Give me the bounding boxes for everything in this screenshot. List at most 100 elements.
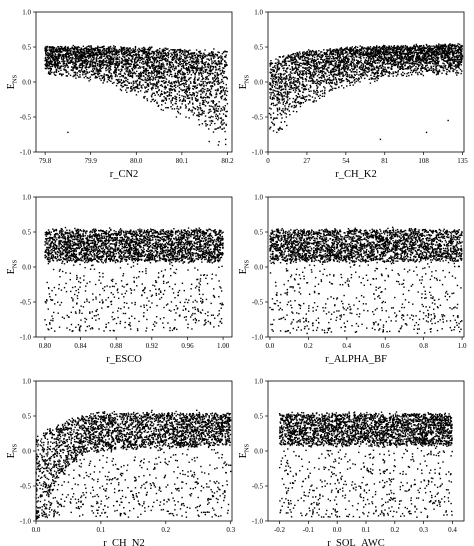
data-point	[125, 79, 127, 82]
data-point	[221, 119, 223, 121]
data-point	[276, 98, 278, 100]
data-point	[277, 59, 279, 61]
data-point	[65, 70, 67, 72]
data-point	[391, 68, 393, 70]
data-point	[85, 73, 87, 75]
data-point	[109, 46, 111, 48]
data-point	[47, 67, 50, 70]
data-point	[202, 88, 204, 90]
data-point	[307, 62, 310, 65]
data-point	[185, 88, 188, 90]
data-point	[281, 93, 283, 96]
data-point	[382, 50, 385, 52]
data-point	[136, 79, 139, 82]
data-point	[95, 53, 97, 56]
data-point	[334, 57, 337, 59]
data-point	[366, 63, 368, 65]
data-point	[182, 64, 184, 67]
data-point	[303, 62, 305, 64]
data-point	[190, 53, 193, 55]
data-point	[137, 75, 139, 77]
data-point	[313, 90, 315, 92]
data-point	[168, 62, 171, 64]
data-point	[175, 65, 177, 68]
data-point	[82, 74, 84, 76]
data-point	[188, 117, 190, 119]
data-point	[193, 67, 196, 69]
data-point	[93, 55, 95, 57]
data-point	[205, 68, 208, 71]
data-point	[145, 63, 147, 65]
data-point	[83, 76, 85, 79]
data-point	[207, 66, 210, 69]
data-point	[93, 72, 96, 74]
data-point	[55, 71, 58, 74]
data-point	[321, 71, 323, 73]
data-point	[192, 66, 195, 69]
data-point	[325, 68, 327, 70]
data-point	[213, 100, 215, 103]
data-point	[385, 56, 387, 59]
data-point	[224, 114, 227, 117]
data-point	[77, 46, 79, 48]
data-point	[430, 48, 432, 50]
data-point	[157, 81, 160, 84]
data-point	[209, 72, 211, 75]
data-point	[132, 80, 135, 83]
data-point	[291, 56, 293, 58]
data-point	[90, 46, 93, 48]
data-point	[174, 72, 177, 75]
data-point	[276, 87, 279, 90]
data-point	[174, 57, 176, 60]
data-point	[209, 65, 211, 68]
y-tick-label: 1.0	[22, 9, 31, 17]
data-point	[179, 72, 181, 74]
data-point	[166, 60, 168, 62]
data-point	[438, 69, 441, 71]
data-point	[79, 71, 81, 73]
data-point	[331, 50, 334, 52]
data-point	[175, 54, 177, 56]
data-point	[396, 48, 398, 50]
data-point	[51, 65, 54, 68]
data-point	[210, 58, 212, 61]
data-point	[96, 51, 98, 54]
data-point	[294, 91, 296, 93]
data-point	[59, 50, 61, 52]
data-point	[75, 66, 78, 69]
data-point	[363, 62, 366, 64]
data-point	[200, 93, 202, 96]
data-point	[390, 57, 393, 59]
data-point	[196, 60, 199, 63]
data-point	[357, 59, 359, 62]
data-point	[286, 97, 289, 99]
data-point	[219, 127, 221, 129]
data-point	[97, 49, 99, 52]
data-point	[454, 65, 457, 67]
data-point	[192, 70, 195, 72]
data-point	[128, 65, 131, 68]
data-point	[167, 70, 169, 73]
data-point	[442, 55, 444, 57]
data-point	[193, 60, 195, 63]
data-point	[147, 69, 149, 72]
data-point	[206, 82, 208, 85]
data-point	[113, 71, 115, 73]
data-point	[136, 64, 139, 67]
data-point	[90, 73, 93, 76]
data-point	[136, 56, 138, 58]
data-point	[196, 86, 198, 89]
data-point	[340, 61, 343, 63]
data-point	[44, 47, 47, 49]
data-point	[400, 46, 402, 49]
data-point	[445, 50, 448, 52]
data-point	[205, 96, 207, 99]
data-point	[202, 77, 205, 80]
data-point	[109, 76, 111, 78]
data-point	[75, 56, 77, 58]
data-point	[45, 45, 47, 48]
data-point	[281, 98, 283, 100]
data-point	[226, 78, 229, 80]
data-point	[203, 85, 205, 88]
data-point	[183, 55, 186, 57]
